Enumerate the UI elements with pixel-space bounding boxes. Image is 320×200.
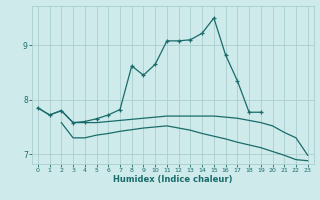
X-axis label: Humidex (Indice chaleur): Humidex (Indice chaleur) [113,175,233,184]
